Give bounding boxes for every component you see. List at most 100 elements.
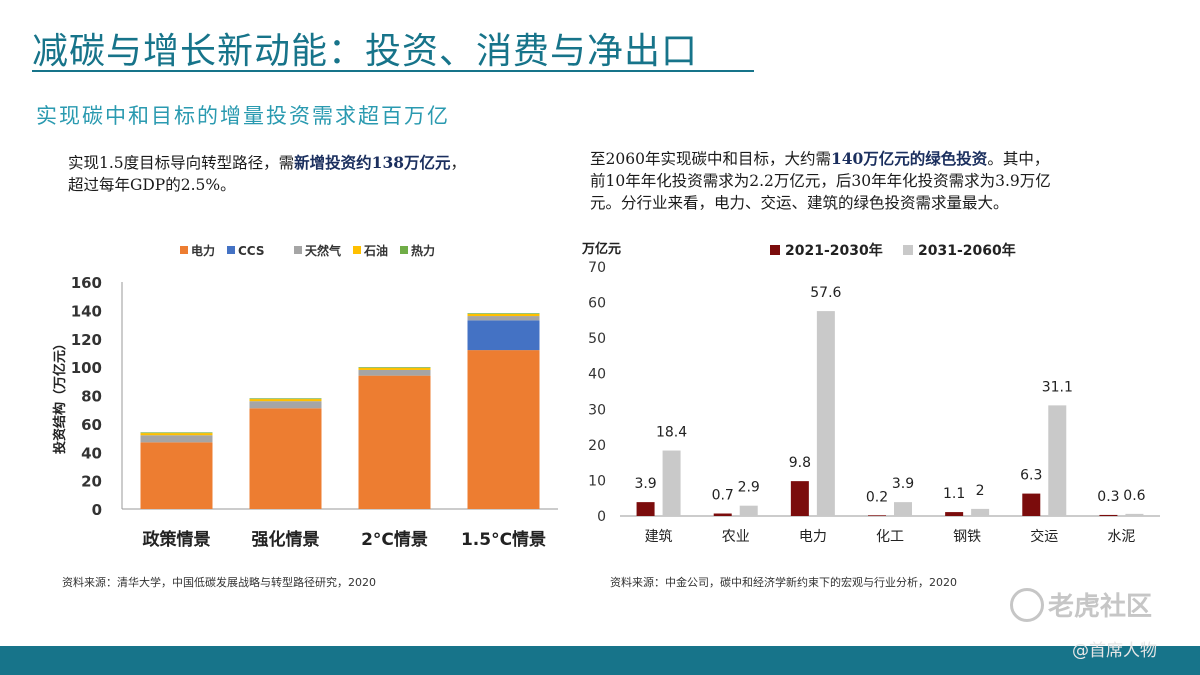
x-category-label: 钢铁 xyxy=(953,529,981,545)
x-category-label: 水泥 xyxy=(1107,529,1135,545)
data-label: 3.9 xyxy=(892,476,914,492)
y-tick-label: 100 xyxy=(71,359,102,377)
x-category-label: 交运 xyxy=(1030,528,1058,545)
y-axis-title: 投资结构（万亿元） xyxy=(52,337,68,454)
x-category-label: 1.5°C情景 xyxy=(461,529,546,550)
x-category-label: 化工 xyxy=(876,529,904,545)
stacked-bar-chart: 0 20 40 60 80 100 120 140 160 投资结构（万亿元） 政策情景 强化情景 2°… xyxy=(52,243,558,550)
bar xyxy=(636,502,655,516)
legend-label: 热力 xyxy=(411,243,435,258)
legend-label: 电力 xyxy=(191,243,215,258)
slide-subtitle: 实现碳中和目标的增量投资需求超百万亿 xyxy=(36,104,450,128)
bar-segment xyxy=(140,435,213,443)
y-tick-label: 10 xyxy=(588,473,606,489)
watermark-logo-icon xyxy=(1010,588,1044,622)
title-underline xyxy=(32,70,754,72)
bar xyxy=(790,481,809,516)
right-text-line3: 元。分行业来看，电力、交运、建筑的绿色投资需求量最大。 xyxy=(590,194,1009,212)
data-label: 6.3 xyxy=(1020,468,1042,484)
legend-swatch xyxy=(353,246,361,254)
y-tick-label: 120 xyxy=(71,331,102,349)
watermark-handle: @首席人物 xyxy=(1072,641,1157,661)
watermark-brand: 老虎社区 xyxy=(1048,592,1153,622)
y-tick-label: 50 xyxy=(588,331,606,347)
right-text-part2: 。其中， xyxy=(987,150,1050,168)
right-text-part1: 至2060年实现碳中和目标，大约需 xyxy=(590,150,831,168)
y-tick-label: 20 xyxy=(588,438,606,454)
y-tick-label: 30 xyxy=(588,402,606,418)
legend-swatch xyxy=(903,245,913,255)
bar-segment xyxy=(140,442,213,509)
y-tick-label: 0 xyxy=(92,501,102,519)
y-tick-label: 40 xyxy=(81,444,102,462)
legend-label: CCS xyxy=(238,244,264,258)
bar-segment xyxy=(140,433,213,436)
data-label: 57.6 xyxy=(810,285,841,301)
x-category-label: 政策情景 xyxy=(143,529,211,550)
left-source-note: 资料来源：清华大学，中国低碳发展战略与转型路径研究，2020 xyxy=(62,576,376,589)
bar-segment xyxy=(249,408,322,509)
data-label: 0.7 xyxy=(712,488,734,504)
bar xyxy=(1022,493,1041,516)
right-text-line2: 前10年年化投资需求为2.2万亿元，后30年年化投资需求为3.9万亿 xyxy=(590,172,1051,190)
legend-label: 2021-2030年 xyxy=(785,242,883,259)
y-tick-label: 60 xyxy=(81,416,102,434)
bar-segment xyxy=(358,375,431,509)
bar-segment xyxy=(358,367,431,370)
data-label: 2 xyxy=(976,483,985,499)
left-text-part2: ， xyxy=(450,154,467,172)
left-description: 实现1.5度目标导向转型路径，需新增投资约138万亿元， 超过每年GDP的2.5… xyxy=(68,152,558,196)
data-label: 0.2 xyxy=(866,489,888,505)
y-tick-label: 160 xyxy=(71,274,102,292)
bar-segment xyxy=(467,316,540,321)
left-text-part1: 实现1.5度目标导向转型路径，需 xyxy=(68,154,295,172)
legend-swatch xyxy=(227,246,235,254)
left-text-line2: 超过每年GDP的2.5%。 xyxy=(68,176,236,194)
data-label: 9.8 xyxy=(789,455,811,471)
y-axis-unit: 万亿元 xyxy=(581,241,621,257)
x-category-label: 强化情景 xyxy=(252,529,320,550)
bar xyxy=(713,513,732,516)
x-category-label: 农业 xyxy=(722,529,750,545)
x-category-label: 2°C情景 xyxy=(361,529,428,550)
bar-segment xyxy=(467,350,540,509)
data-label: 0.6 xyxy=(1123,488,1145,504)
bar xyxy=(945,512,964,516)
y-tick-label: 60 xyxy=(588,296,606,312)
bar xyxy=(971,508,990,516)
bar xyxy=(816,311,835,516)
y-tick-label: 20 xyxy=(81,473,102,491)
bar xyxy=(1048,405,1067,516)
slide-title: 减碳与增长新动能：投资、消费与净出口 xyxy=(32,31,699,72)
legend-label: 石油 xyxy=(363,243,388,258)
y-tick-label: 80 xyxy=(81,388,102,406)
bar-segment xyxy=(467,313,540,317)
x-category-label: 电力 xyxy=(799,529,827,545)
y-tick-label: 70 xyxy=(588,260,606,276)
bar xyxy=(868,515,886,516)
legend-swatch xyxy=(180,246,188,254)
legend-swatch xyxy=(400,246,408,254)
bar-segment xyxy=(467,320,540,351)
data-label: 18.4 xyxy=(656,425,687,441)
data-label: 1.1 xyxy=(943,486,965,502)
data-label: 3.9 xyxy=(634,476,656,492)
grouped-bar-chart: 0 10 20 30 40 50 60 70 万亿元 3.9 18.4 建筑 0.7 2.9 农业 9.8 57… xyxy=(581,241,1160,545)
bar-segment xyxy=(467,313,540,314)
bar xyxy=(739,505,758,516)
right-text-bold: 140万亿元的绿色投资 xyxy=(830,149,988,168)
y-tick-label: 0 xyxy=(597,509,606,525)
bar-segment xyxy=(249,401,322,409)
x-category-label: 建筑 xyxy=(645,529,673,545)
bar xyxy=(662,450,681,516)
bar-segment xyxy=(140,432,213,434)
legend-label: 天然气 xyxy=(305,243,341,258)
legend-swatch xyxy=(770,245,780,255)
right-description: 至2060年实现碳中和目标，大约需140万亿元的绿色投资。其中， 前10年年化投… xyxy=(590,148,1190,214)
y-tick-label: 40 xyxy=(588,367,606,383)
legend-label: 2031-2060年 xyxy=(918,242,1016,259)
right-source-note: 资料来源：中金公司，碳中和经济学新约束下的宏观与行业分析，2020 xyxy=(610,576,957,589)
bar-segment xyxy=(249,398,322,400)
bar xyxy=(1125,513,1144,516)
bar xyxy=(1099,514,1118,516)
